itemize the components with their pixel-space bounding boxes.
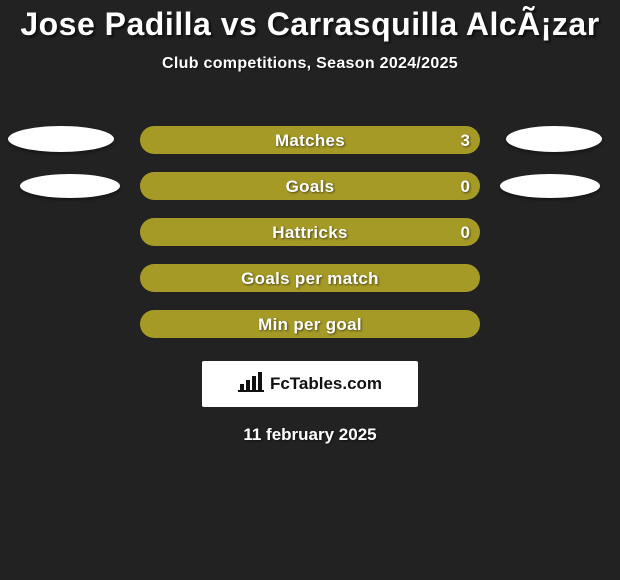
stat-row: Goals0 xyxy=(0,163,620,209)
stat-row: Min per goal xyxy=(0,301,620,347)
player-marker-left xyxy=(8,126,114,152)
stat-bar-wrap: Hattricks0 xyxy=(140,218,480,246)
logo-text: FcTables.com xyxy=(270,374,382,394)
stat-row: Hattricks0 xyxy=(0,209,620,255)
stat-bar-wrap: Matches3 xyxy=(140,126,480,154)
stat-value: 0 xyxy=(461,177,470,197)
logo: FcTables.com xyxy=(238,372,382,397)
player-marker-right xyxy=(506,126,602,152)
stat-rows: Matches3 Goals0 Hattricks0 Goals per match M… xyxy=(0,117,620,347)
subtitle: Club competitions, Season 2024/2025 xyxy=(0,55,620,73)
stat-bar xyxy=(140,264,480,292)
stat-bar xyxy=(140,126,480,154)
player-marker-left xyxy=(20,174,120,198)
player-marker-right xyxy=(500,174,600,198)
bar-chart-icon xyxy=(238,372,264,397)
stat-row: Matches3 xyxy=(0,117,620,163)
stat-bar xyxy=(140,218,480,246)
stat-bar-wrap: Min per goal xyxy=(140,310,480,338)
stat-bar xyxy=(140,172,480,200)
logo-box: FcTables.com xyxy=(202,361,418,407)
stat-bar xyxy=(140,310,480,338)
date: 11 february 2025 xyxy=(0,425,620,445)
stat-bar-wrap: Goals0 xyxy=(140,172,480,200)
stat-value: 0 xyxy=(461,223,470,243)
stat-row: Goals per match xyxy=(0,255,620,301)
page-title: Jose Padilla vs Carrasquilla AlcÃ¡zar xyxy=(0,0,620,43)
stat-value: 3 xyxy=(461,131,470,151)
stat-bar-wrap: Goals per match xyxy=(140,264,480,292)
